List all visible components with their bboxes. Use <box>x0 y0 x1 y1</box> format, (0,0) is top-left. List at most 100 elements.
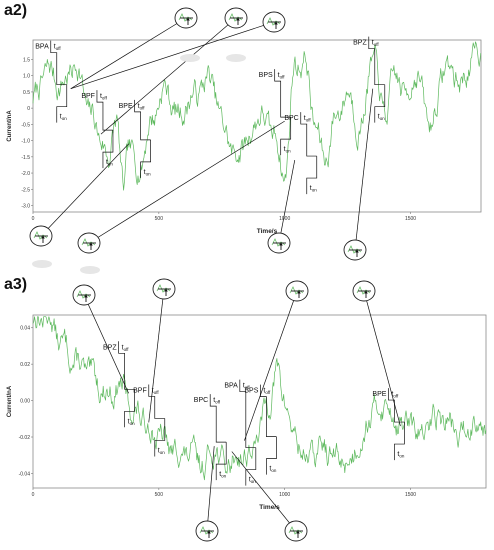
event-label: BPC <box>194 397 208 404</box>
event-toff-sub: off <box>215 400 221 405</box>
event-ton-label: ton <box>378 114 385 122</box>
event-toff-sub: off <box>102 96 108 101</box>
callout-arrowhead <box>84 294 88 298</box>
y-tick-label: -1.5 <box>21 155 30 161</box>
zoom-callout <box>352 280 401 427</box>
event-bpz: BPZ toff ton <box>353 36 386 123</box>
event-ton-label: ton <box>219 471 226 479</box>
event-toff-bracket <box>260 384 277 438</box>
event-ton-sub: on <box>251 479 257 484</box>
panel-label-a2: a2) <box>4 2 28 19</box>
y-tick-label: 0.04 <box>20 326 30 332</box>
event-ton-label: ton <box>310 185 317 193</box>
y-tick-label: 0.5 <box>23 90 30 96</box>
event-ton-sub: on <box>130 421 136 426</box>
event-ton-bracket <box>215 442 227 481</box>
event-ton-bracket <box>154 418 166 457</box>
event-ton-sub: on <box>271 468 277 473</box>
event-ton-bracket <box>374 84 386 123</box>
callout-arrowhead <box>279 242 283 246</box>
callout-arrowhead <box>41 235 45 239</box>
event-toff-sub: off <box>124 347 130 352</box>
x-axis-label: Time/s <box>257 228 278 235</box>
plot-area <box>32 39 482 213</box>
event-ton-label: ton <box>158 447 165 455</box>
callout-pointer <box>278 160 296 244</box>
event-ton-bracket <box>266 436 277 475</box>
zoom-callout <box>29 143 129 247</box>
series-line <box>32 316 487 481</box>
zoom-callout <box>77 120 285 254</box>
event-toff-bracket <box>148 384 165 419</box>
event-toff-label: toff <box>152 387 160 395</box>
event-toff-bracket <box>388 388 405 423</box>
event-ton-sub: on <box>399 454 405 459</box>
x-tick-label: 500 <box>155 492 164 498</box>
x-axis-label: Time/s <box>259 504 280 511</box>
zoom-callout <box>72 284 129 394</box>
y-tick-label: -0.02 <box>19 435 31 441</box>
event-toff-bracket <box>300 112 317 157</box>
event-label: BPC <box>284 115 298 122</box>
callout-arrowhead <box>274 21 278 25</box>
callout-arrowhead <box>364 290 368 294</box>
event-ton-label: ton <box>60 114 67 122</box>
event-toff-bracket <box>96 90 113 131</box>
event-ton-bracket <box>140 139 151 178</box>
event-label: BPA <box>224 383 238 390</box>
event-label: BPF <box>133 387 147 394</box>
event-label: BPS <box>259 72 273 79</box>
y-tick-label: -2.5 <box>21 187 30 193</box>
callout-pointer <box>70 21 275 90</box>
x-tick-label: 500 <box>155 216 164 222</box>
callout-pointer <box>88 120 285 244</box>
x-tick-label: 1000 <box>279 216 290 222</box>
event-toff-sub: off <box>265 390 271 395</box>
y-tick-label: -2.0 <box>21 171 30 177</box>
event-ton-label: ton <box>269 466 276 474</box>
event-toff-sub: off <box>393 394 399 399</box>
zoom-callout <box>70 11 286 90</box>
event-ton-bracket <box>280 117 292 156</box>
event-ton-label: ton <box>144 169 151 177</box>
callout-shadow <box>80 266 100 274</box>
event-ton-label: ton <box>249 477 256 485</box>
zoom-callout <box>70 7 198 89</box>
event-bpc: BPC toff ton <box>284 112 317 195</box>
event-toff-sub: off <box>245 385 251 390</box>
event-ton-sub: on <box>312 188 318 193</box>
y-tick-label: -3.0 <box>21 204 30 210</box>
y-tick-label: -1.0 <box>21 139 30 145</box>
event-label: BPA <box>35 44 49 51</box>
event-bpz: BPZ toff ton <box>103 341 136 428</box>
callout-pointer <box>100 17 237 135</box>
event-toff-bracket <box>134 99 151 141</box>
y-axis-label: Current/nA <box>7 110 13 142</box>
callout-shadow <box>32 260 52 268</box>
event-ton-bracket <box>245 447 257 486</box>
zoom-callout <box>100 7 248 135</box>
callout-pointer <box>231 451 297 532</box>
event-label: BPZ <box>103 344 117 351</box>
event-bpe: BPE toff ton <box>372 388 405 461</box>
x-tick-label: 1500 <box>405 216 416 222</box>
y-tick-label: 1.0 <box>23 74 30 80</box>
zoom-callout <box>231 451 308 542</box>
x-tick-label: 1000 <box>279 492 290 498</box>
callout-shadow <box>180 54 200 62</box>
event-toff-label: toff <box>213 397 221 405</box>
callout-arrowhead <box>296 530 300 534</box>
event-toff-label: toff <box>100 93 108 101</box>
callout-arrowhead <box>186 17 190 21</box>
zoom-callout <box>267 160 296 254</box>
event-toff-sub: off <box>280 75 286 80</box>
event-ton-sub: on <box>108 162 114 167</box>
y-axis-label: Current/nA <box>7 385 13 417</box>
event-bpa: BPA toff ton <box>224 379 257 486</box>
event-ton-bracket <box>124 389 135 428</box>
callout-arrowhead <box>355 249 359 253</box>
event-toff-label: toff <box>372 40 380 48</box>
